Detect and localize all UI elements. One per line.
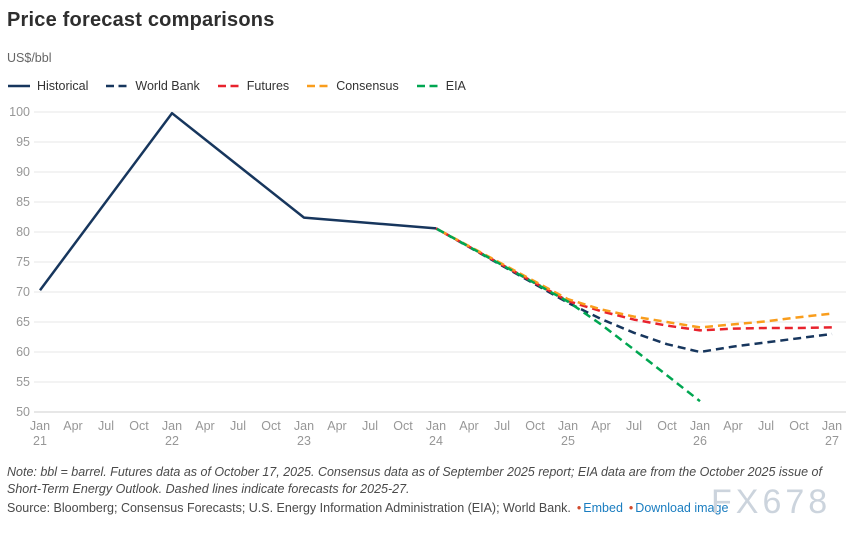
svg-text:100: 100: [9, 105, 30, 119]
consensus-line-swatch-icon: [307, 84, 330, 88]
legend-item-historical: Historical: [7, 79, 88, 93]
svg-text:Apr: Apr: [63, 419, 82, 433]
legend: Historical World Bank Futures Consensus …: [7, 79, 466, 93]
svg-text:50: 50: [16, 405, 30, 419]
embed-link[interactable]: Embed: [583, 501, 623, 515]
legend-label: EIA: [445, 79, 466, 93]
svg-text:21: 21: [33, 434, 47, 448]
svg-text:Jan: Jan: [558, 419, 578, 433]
svg-text:70: 70: [16, 285, 30, 299]
svg-text:Oct: Oct: [393, 419, 413, 433]
svg-text:60: 60: [16, 345, 30, 359]
page-title: Price forecast comparisons: [7, 9, 275, 31]
bullet-separator: •: [628, 501, 634, 515]
svg-text:Jan: Jan: [690, 419, 710, 433]
legend-label: Consensus: [336, 79, 399, 93]
svg-text:Oct: Oct: [261, 419, 281, 433]
svg-text:Apr: Apr: [591, 419, 610, 433]
bullet-separator: •: [576, 501, 582, 515]
svg-text:24: 24: [429, 434, 443, 448]
svg-text:75: 75: [16, 255, 30, 269]
chart-note: Note: bbl = barrel. Futures data as of O…: [7, 465, 822, 496]
svg-text:65: 65: [16, 315, 30, 329]
source-text: Source: Bloomberg; Consensus Forecasts; …: [7, 501, 571, 515]
unit-label: US$/bbl: [7, 51, 52, 65]
fx678-watermark: FX678: [711, 483, 832, 521]
svg-text:26: 26: [693, 434, 707, 448]
svg-text:Jul: Jul: [626, 419, 642, 433]
futures-line-swatch-icon: [217, 84, 240, 88]
svg-text:95: 95: [16, 135, 30, 149]
svg-text:Apr: Apr: [195, 419, 214, 433]
svg-text:90: 90: [16, 165, 30, 179]
legend-label: Futures: [246, 79, 290, 93]
svg-text:Jan: Jan: [30, 419, 50, 433]
svg-text:Jan: Jan: [162, 419, 182, 433]
world-bank-line-swatch-icon: [106, 84, 129, 88]
svg-text:85: 85: [16, 195, 30, 209]
svg-text:25: 25: [561, 434, 575, 448]
legend-label: World Bank: [135, 79, 200, 93]
svg-text:Jan: Jan: [294, 419, 314, 433]
svg-text:Jul: Jul: [362, 419, 378, 433]
legend-item-consensus: Consensus: [306, 79, 399, 93]
legend-item-futures: Futures: [217, 79, 289, 93]
svg-text:23: 23: [297, 434, 311, 448]
svg-text:Jul: Jul: [494, 419, 510, 433]
svg-text:80: 80: [16, 225, 30, 239]
svg-text:22: 22: [165, 434, 179, 448]
legend-item-eia: EIA: [416, 79, 466, 93]
svg-text:Oct: Oct: [789, 419, 809, 433]
svg-text:Apr: Apr: [723, 419, 742, 433]
svg-text:Apr: Apr: [327, 419, 346, 433]
legend-item-world-bank: World Bank: [105, 79, 200, 93]
svg-text:55: 55: [16, 375, 30, 389]
legend-label: Historical: [37, 79, 89, 93]
svg-text:Jul: Jul: [98, 419, 114, 433]
svg-text:Jan: Jan: [426, 419, 446, 433]
svg-text:Oct: Oct: [129, 419, 149, 433]
svg-text:Apr: Apr: [459, 419, 478, 433]
svg-text:27: 27: [825, 434, 839, 448]
svg-text:Oct: Oct: [657, 419, 677, 433]
download-image-link[interactable]: Download image: [635, 501, 729, 515]
chart-source: Source: Bloomberg; Consensus Forecasts; …: [7, 501, 840, 515]
svg-text:Jan: Jan: [822, 419, 842, 433]
eia-line-swatch-icon: [416, 84, 439, 88]
historical-line-swatch-icon: [8, 84, 30, 88]
svg-text:Jul: Jul: [230, 419, 246, 433]
svg-text:Jul: Jul: [758, 419, 774, 433]
svg-text:Oct: Oct: [525, 419, 545, 433]
